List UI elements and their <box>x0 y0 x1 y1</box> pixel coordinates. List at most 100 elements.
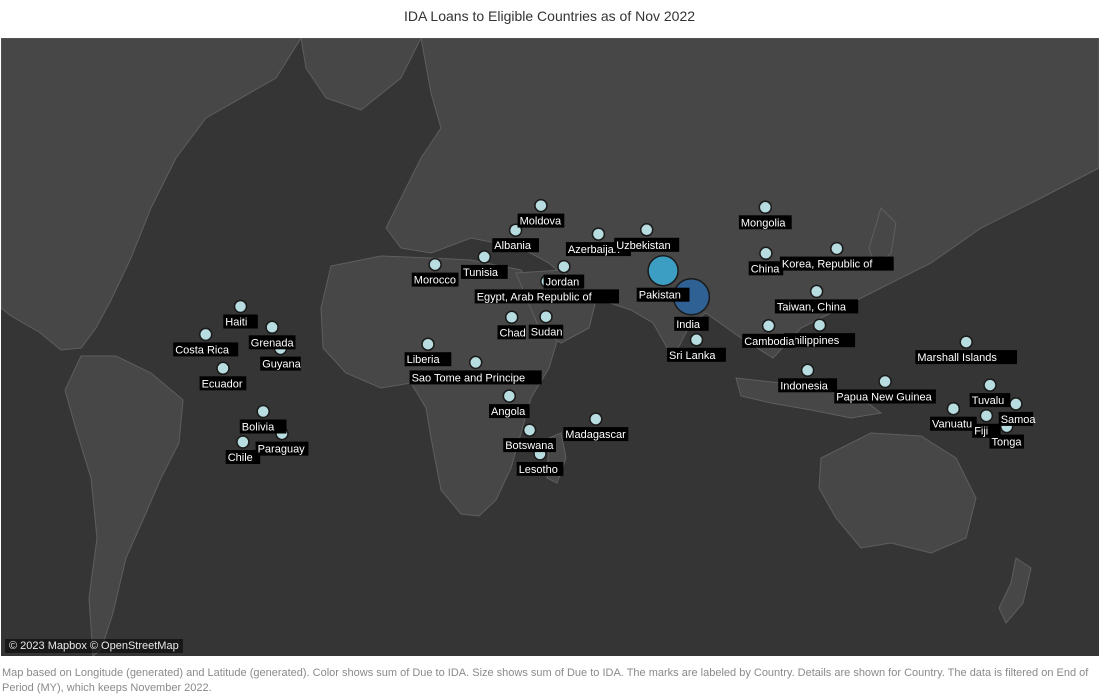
country-mark[interactable] <box>502 389 517 403</box>
country-mark[interactable] <box>759 246 773 261</box>
country-label-background <box>516 461 564 476</box>
world-map[interactable]: Moldova Albania Tunisia Morocco AzerbaijanUz… <box>1 38 1099 656</box>
country-label: Philippines <box>786 335 840 347</box>
country-mark[interactable] <box>983 378 997 392</box>
country-label: India <box>676 319 701 331</box>
country-label: Jordan <box>546 277 580 289</box>
map-attribution[interactable]: © 2023 Mapbox © OpenStreetMap <box>5 639 183 653</box>
country-label: Tuvalu <box>972 395 1005 407</box>
country-label-background <box>503 438 556 453</box>
country-label: Lesotho <box>519 464 558 476</box>
country-label: Chile <box>228 452 253 464</box>
country-label-background <box>563 427 629 442</box>
country-mark[interactable] <box>758 200 773 215</box>
country-mark[interactable] <box>522 423 537 437</box>
country-mark[interactable] <box>534 198 548 213</box>
country-label: Tunisia <box>463 267 499 279</box>
country-mark[interactable] <box>647 254 679 287</box>
country-label: China <box>751 263 781 275</box>
country-label: Tonga <box>992 437 1023 449</box>
country-label: Egypt, Arab Republic of <box>477 291 593 303</box>
country-mark[interactable] <box>830 241 844 256</box>
country-labels: Moldova Albania Tunisia Morocco AzerbaijanUz… <box>173 213 1037 476</box>
country-mark[interactable] <box>809 284 824 299</box>
country-label-background <box>778 378 838 393</box>
country-label-background <box>492 238 539 253</box>
country-mark[interactable] <box>477 250 492 264</box>
country-label: Pakistan <box>639 290 681 302</box>
country-label: Albania <box>494 240 532 252</box>
country-label-background <box>260 356 301 371</box>
country-mark[interactable] <box>557 259 571 274</box>
country-label-background <box>404 352 452 367</box>
country-label-background <box>779 256 894 271</box>
country-mark[interactable] <box>216 361 230 376</box>
country-label: Korea, Republic of <box>782 259 873 271</box>
country-label: Chad <box>500 327 526 339</box>
north-america-landmass <box>1 38 302 351</box>
country-mark[interactable] <box>812 318 827 332</box>
country-label-background <box>409 370 542 385</box>
country-label: Ecuador <box>202 378 243 390</box>
map-view[interactable]: Moldova Albania Tunisia Morocco Azerbaijan Uz… <box>1 38 1099 656</box>
country-label-background <box>474 289 619 304</box>
country-label: Indonesia <box>780 380 829 392</box>
south-america-landmass <box>64 355 184 656</box>
landmasses <box>1 38 1099 656</box>
country-mark[interactable] <box>639 223 654 237</box>
country-label-background <box>517 213 565 228</box>
country-label: Azerbaijan <box>568 244 620 256</box>
country-label: Sri Lanka <box>669 350 716 362</box>
country-mark[interactable] <box>878 374 892 389</box>
country-label: Sudan <box>531 327 563 339</box>
country-label: Taiwan, China <box>777 301 847 313</box>
country-label-background <box>461 264 508 279</box>
country-mark[interactable] <box>761 319 776 333</box>
country-mark[interactable] <box>421 337 435 351</box>
country-mark[interactable] <box>256 404 270 419</box>
country-label-background <box>173 342 239 357</box>
country-mark[interactable] <box>689 333 704 347</box>
country-label: Samoa <box>1001 414 1037 426</box>
country-mark[interactable] <box>946 401 961 416</box>
country-mark[interactable] <box>979 408 994 423</box>
country-label-background <box>528 324 564 339</box>
country-mark[interactable] <box>428 257 442 272</box>
greenland-landmass <box>300 38 422 111</box>
country-label-background <box>969 393 1011 408</box>
country-label-background <box>497 325 526 340</box>
country-mark[interactable] <box>504 310 519 325</box>
country-label-background <box>674 316 709 331</box>
country-mark[interactable] <box>800 363 815 378</box>
country-label-background <box>255 441 309 456</box>
country-label: Vanuatu <box>932 419 972 431</box>
country-label-background <box>223 314 258 329</box>
country-label-background <box>411 272 459 287</box>
country-label: Botswana <box>505 440 554 452</box>
country-mark[interactable] <box>236 435 250 449</box>
eurasia-landmass <box>385 38 1099 360</box>
map-title: IDA Loans to Eligible Countries as of No… <box>403 8 696 24</box>
country-label-background <box>614 237 680 252</box>
country-mark[interactable] <box>265 320 279 335</box>
country-mark[interactable] <box>233 299 248 314</box>
country-label: Marshall Islands <box>917 352 997 364</box>
australia-landmass <box>818 432 977 554</box>
country-label: Papua New Guinea <box>836 392 932 404</box>
country-label-background <box>199 376 247 391</box>
country-label-background <box>239 419 287 434</box>
country-mark[interactable] <box>468 355 483 370</box>
country-mark[interactable] <box>591 227 606 241</box>
country-mark[interactable] <box>539 309 553 324</box>
country-label: Paraguay <box>258 444 306 456</box>
country-mark[interactable] <box>589 412 603 426</box>
country-mark[interactable] <box>198 327 213 342</box>
country-label-background <box>248 335 296 350</box>
country-label-background <box>834 389 936 404</box>
country-label-background <box>225 450 261 464</box>
country-mark[interactable] <box>1009 397 1023 411</box>
country-label: Mongolia <box>741 217 787 229</box>
country-label-background <box>738 215 792 230</box>
country-label: Moldova <box>520 216 562 228</box>
country-mark[interactable] <box>959 335 973 349</box>
